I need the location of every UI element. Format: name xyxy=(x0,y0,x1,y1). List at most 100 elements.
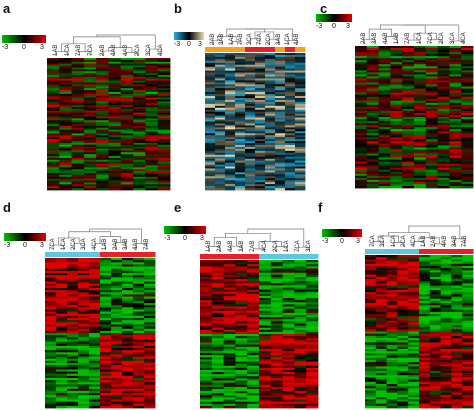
heatmap-cell xyxy=(59,146,72,149)
heatmap-cell xyxy=(108,150,122,153)
heatmap-cell xyxy=(45,309,57,312)
heatmap-cell xyxy=(255,127,266,130)
heatmap-cell xyxy=(366,143,379,146)
heatmap-cell xyxy=(59,186,72,189)
heatmap-cell xyxy=(144,403,156,407)
heatmap-cell xyxy=(235,391,248,394)
heatmap-cell xyxy=(429,375,441,378)
heatmap-cell xyxy=(386,285,398,289)
heatmap-cell xyxy=(108,95,122,98)
heatmap-cell xyxy=(259,344,272,348)
heatmap-cell xyxy=(390,72,403,75)
heatmap-cell xyxy=(429,342,441,346)
heatmap-cell xyxy=(255,103,266,107)
heatmap-cell xyxy=(375,351,387,354)
heatmap-cell xyxy=(223,331,236,335)
color-scale-tick: -3 xyxy=(164,235,171,242)
heatmap-cell xyxy=(133,131,146,134)
heatmap-cell xyxy=(259,342,272,345)
heatmap-cell xyxy=(285,125,296,128)
heatmap-cell xyxy=(144,363,156,366)
group-cell xyxy=(386,249,398,254)
heatmap-cell xyxy=(56,369,68,372)
heatmap-cell xyxy=(255,111,266,115)
heatmap-cell xyxy=(111,324,123,327)
heatmap-cell xyxy=(235,121,246,124)
column-label: 3CA xyxy=(306,240,313,252)
heatmap-cell xyxy=(390,157,403,160)
heatmap-cell xyxy=(56,320,68,323)
heatmap-cell xyxy=(211,274,224,278)
heatmap-cell xyxy=(89,339,101,342)
heatmap-cell xyxy=(133,399,145,402)
heatmap-cell xyxy=(414,50,427,53)
heatmap-cell xyxy=(429,307,441,311)
heatmap-cell xyxy=(67,369,79,372)
heatmap-cell xyxy=(71,184,85,187)
heatmap-cell xyxy=(111,352,123,355)
heatmap-cell xyxy=(144,345,156,349)
heatmap-cell xyxy=(306,372,319,375)
heatmap-cell xyxy=(56,335,68,338)
heatmap-cell xyxy=(211,306,224,310)
heatmap-cell xyxy=(259,397,272,400)
heatmap-cell xyxy=(67,401,79,405)
heatmap-cell xyxy=(145,103,159,106)
heatmap-cell xyxy=(414,155,427,158)
heatmap-cell xyxy=(200,391,213,394)
heatmap-cell xyxy=(71,97,85,100)
heatmap-cell xyxy=(270,314,283,318)
heatmap-cell xyxy=(200,319,213,322)
heatmap-cell xyxy=(397,348,409,352)
heatmap-cell xyxy=(365,289,377,293)
heatmap-cell xyxy=(355,161,368,165)
heatmap-cell xyxy=(45,296,57,300)
heatmap-cell xyxy=(205,131,216,134)
heatmap-cell xyxy=(375,340,387,343)
heatmap-cell xyxy=(270,266,283,269)
heatmap-cell xyxy=(437,100,450,104)
heatmap-cell xyxy=(275,143,286,146)
heatmap-cell xyxy=(67,330,79,334)
heatmap-cell xyxy=(270,361,283,364)
heatmap-cell xyxy=(440,403,452,407)
heatmap-cell xyxy=(306,346,319,350)
heatmap-cell xyxy=(245,92,256,95)
heatmap-cell xyxy=(144,305,156,308)
heatmap-cell xyxy=(306,298,319,301)
heatmap-cell xyxy=(419,263,431,267)
heatmap-cell xyxy=(259,308,272,312)
heatmap-cell xyxy=(120,186,134,189)
heatmap-cell xyxy=(419,270,431,273)
heatmap-cell xyxy=(89,326,101,330)
heatmap-cell xyxy=(408,327,420,330)
heatmap-cell xyxy=(461,173,474,177)
heatmap-cell xyxy=(402,64,415,67)
heatmap-cell xyxy=(440,362,452,365)
heatmap-cell xyxy=(366,96,379,100)
heatmap-cell xyxy=(83,122,97,125)
heatmap-cell xyxy=(366,98,379,102)
heatmap-cell xyxy=(461,131,474,134)
heatmap-cell xyxy=(247,369,260,373)
heatmap-cell xyxy=(223,276,236,280)
heatmap-cell xyxy=(71,137,85,140)
heatmap-cell xyxy=(270,260,283,263)
heatmap-cell xyxy=(390,121,403,124)
heatmap-cell xyxy=(259,291,272,295)
heatmap-cell xyxy=(71,107,85,110)
heatmap-cell xyxy=(96,118,109,121)
heatmap-cell xyxy=(462,316,474,319)
heatmap-cell xyxy=(375,379,387,383)
heatmap-cell xyxy=(120,171,134,174)
heatmap-cell xyxy=(414,62,427,65)
heatmap-cell xyxy=(47,112,60,115)
heatmap-cell xyxy=(67,328,79,332)
heatmap-cell xyxy=(145,171,159,174)
heatmap-cell xyxy=(245,184,256,187)
heatmap-cell xyxy=(375,368,387,372)
heatmap-cell xyxy=(205,127,216,130)
heatmap-cell xyxy=(402,153,415,156)
heatmap-cell xyxy=(205,123,216,126)
heatmap-cell xyxy=(294,298,307,301)
